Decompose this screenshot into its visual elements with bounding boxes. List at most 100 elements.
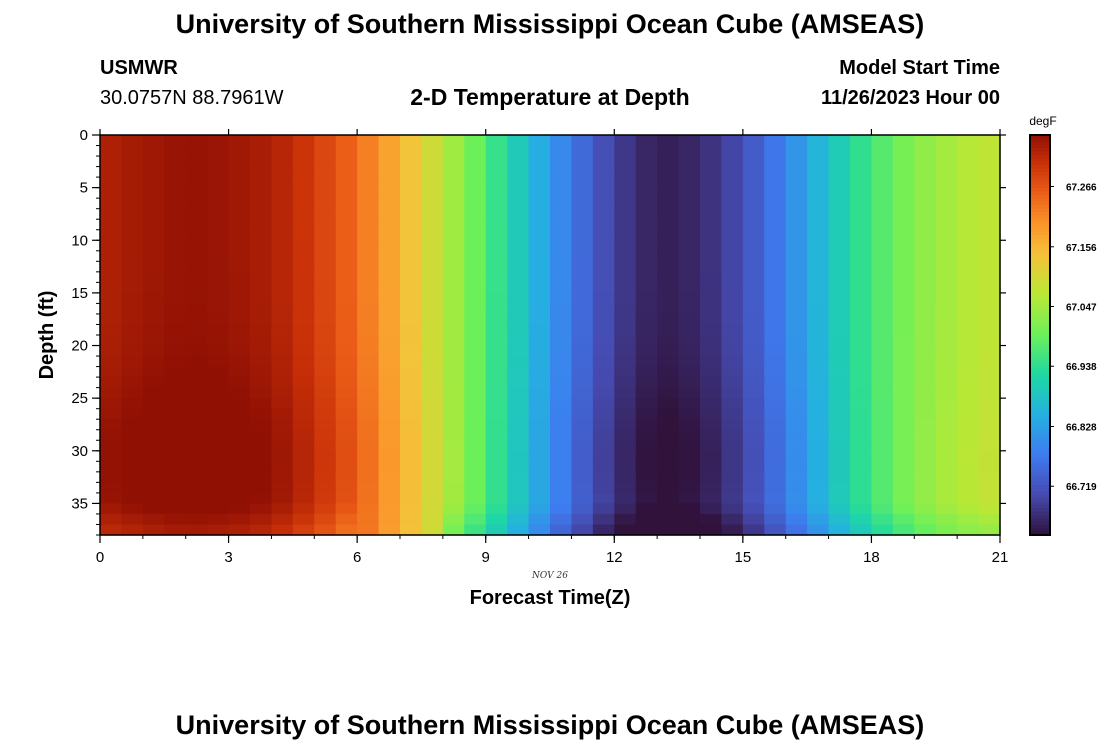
colorbar-segment [1030,325,1050,329]
heatmap-cell [185,450,208,462]
heatmap-cell [935,240,958,252]
heatmap-cell [700,408,723,420]
heatmap-cell [550,303,573,315]
heatmap-cell [657,240,680,252]
heatmap-cell [828,450,851,462]
heatmap-cell [592,313,615,326]
heatmap-cell [250,282,273,294]
colorbar-segment [1030,421,1050,426]
heatmap-cell [871,345,894,357]
heatmap-cell [164,219,187,231]
heatmap-cell [807,408,830,420]
heatmap-cell [892,513,915,526]
heatmap-cell [807,135,830,147]
heatmap-cell [550,187,573,199]
heatmap-cell [528,366,551,378]
heatmap-cell [850,429,873,441]
heatmap-cell [250,471,273,483]
heatmap-cell [828,440,851,452]
heatmap-cell [785,229,808,241]
heatmap-cell [507,166,530,178]
colorbar-segment [1030,221,1050,226]
heatmap-cell [378,208,401,220]
heatmap-cell [657,324,680,336]
heatmap-cell [807,513,830,526]
heatmap-cell [850,324,873,336]
heatmap-cell [164,440,187,452]
heatmap-cell [914,313,937,326]
heatmap-cell [871,503,894,515]
colorbar-segment [1030,321,1050,326]
heatmap-cell [935,187,958,199]
heatmap-cell [164,482,187,494]
heatmap-cell [250,419,273,431]
heatmap-cell [657,282,680,294]
heatmap-cell [228,366,251,378]
heatmap-cell [121,366,144,378]
heatmap-cell [571,135,594,147]
heatmap-cell [828,166,851,178]
heatmap-cell [592,471,615,483]
heatmap-cell [635,166,658,178]
heatmap-cell [207,261,230,273]
heatmap-cell [571,271,594,283]
heatmap-cell [678,335,701,347]
heatmap-cell [957,240,980,252]
heatmap-cell [228,219,251,231]
colorbar-segment [1030,261,1050,266]
heatmap-cell [828,219,851,231]
heatmap-cell [357,261,380,273]
heatmap-cell [507,524,530,536]
heatmap-cell [250,261,273,273]
heatmap-cell [764,482,787,494]
heatmap-cell [442,450,465,462]
heatmap-cell [335,524,358,536]
heatmap-cell [400,219,423,231]
heatmap-cell [721,219,744,231]
heatmap-cell [507,271,530,283]
heatmap-cell [442,187,465,199]
heatmap-cell [892,345,915,357]
heatmap-cell [100,503,123,515]
heatmap-cell [142,187,165,199]
heatmap-cell [571,240,594,252]
heatmap-cell [121,482,144,494]
heatmap-cell [550,345,573,357]
heatmap-cell [507,240,530,252]
heatmap-cell [164,503,187,515]
heatmap-cell [228,419,251,431]
heatmap-cell [957,377,980,389]
heatmap-cell [507,482,530,494]
heatmap-cell [957,419,980,431]
colorbar-segment [1030,455,1050,459]
colorbar-segment [1030,141,1050,146]
heatmap-cell [721,503,744,515]
heatmap-cell [871,208,894,220]
heatmap-cell [335,398,358,410]
heatmap-cell [657,208,680,220]
heatmap-cell [271,219,294,231]
heatmap-cell [742,135,765,147]
heatmap-cell [700,492,723,505]
heatmap-cell [464,335,487,347]
heatmap-cell [742,219,765,231]
heatmap-cell [957,345,980,357]
heatmap-cell [614,219,637,231]
heatmap-cell [871,450,894,462]
heatmap-cell [100,492,123,505]
heatmap-cell [807,292,830,305]
heatmap-cell [635,503,658,515]
colorbar-segment [1030,391,1050,396]
heatmap-cell [442,429,465,441]
heatmap-cell [764,187,787,199]
heatmap-cell [978,471,1001,483]
heatmap-cell [957,156,980,168]
heatmap-cell [485,187,508,199]
heatmap-cell [850,524,873,536]
heatmap-cell [464,208,487,220]
heatmap-cell [442,461,465,473]
heatmap-cell [507,261,530,273]
heatmap-cell [807,471,830,483]
heatmap-cell [357,313,380,326]
heatmap-cell [357,461,380,473]
